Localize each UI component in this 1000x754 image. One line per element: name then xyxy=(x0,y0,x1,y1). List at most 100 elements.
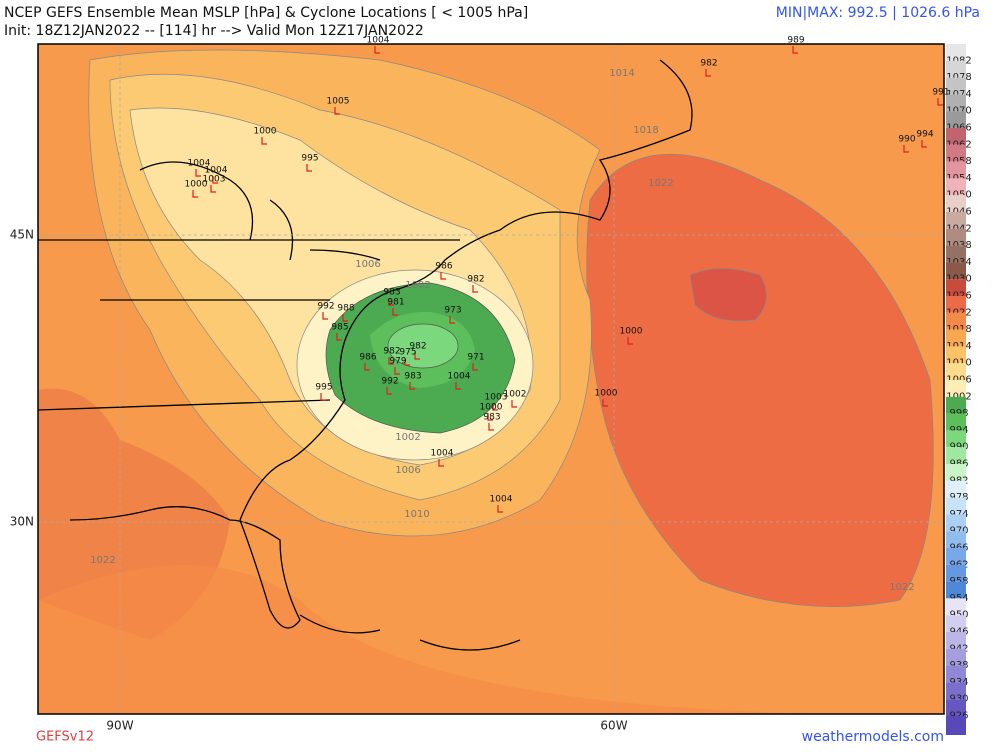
colorbar-cell xyxy=(946,195,966,212)
cyclone-label: 995 xyxy=(301,154,318,164)
cyclone-label: 1004 xyxy=(448,372,471,382)
contour-label: 1022 xyxy=(889,582,914,593)
cyclone-label: 1004 xyxy=(367,36,390,46)
contour-label: 1002 xyxy=(395,432,420,443)
colorbar-cell xyxy=(946,60,966,78)
colorbar-cell xyxy=(946,212,966,229)
colorbar-cell xyxy=(946,178,966,196)
cyclone-label: 971 xyxy=(467,353,484,363)
colorbar-cell xyxy=(946,111,966,128)
cyclone-label: 1004 xyxy=(490,495,513,505)
colorbar-cell xyxy=(946,363,966,380)
contour-label: 1002 xyxy=(405,280,430,291)
lon-label: 60W xyxy=(600,719,627,733)
colorbar-cell xyxy=(946,447,966,464)
cyclone-label: 1000 xyxy=(595,389,618,399)
cyclone-label: 992 xyxy=(317,302,334,312)
cyclone-marker xyxy=(792,46,798,54)
cyclone-marker xyxy=(409,382,415,390)
lon-label: 90W xyxy=(106,719,133,733)
cyclone-label: 983 xyxy=(483,413,500,423)
cyclone-marker xyxy=(320,393,326,401)
cyclone-label: 990 xyxy=(898,135,915,145)
cyclone-marker xyxy=(492,403,498,411)
cyclone-marker xyxy=(388,357,394,365)
cyclone-label: 982 xyxy=(409,342,426,352)
subtitle: Init: 18Z12JAN2022 -- [114] hr --> Valid… xyxy=(4,23,424,39)
contour-label: 1014 xyxy=(609,68,634,79)
colorbar-cell xyxy=(946,665,966,683)
cyclone-marker xyxy=(449,316,455,324)
colorbar-cell xyxy=(946,682,966,700)
colorbar-cell xyxy=(946,128,966,145)
colorbar-cell xyxy=(946,531,966,548)
colorbar-cell xyxy=(946,581,966,599)
colorbar-cell xyxy=(946,548,966,565)
colorbar-cell xyxy=(946,598,966,616)
cyclone-marker xyxy=(903,145,909,153)
cyclone-label: 1004 xyxy=(205,166,228,176)
cyclone-label: 1000 xyxy=(620,327,643,337)
site-label: weathermodels.com xyxy=(802,729,944,745)
cyclone-label: 991 xyxy=(932,88,949,98)
colorbar-cell xyxy=(946,413,966,431)
contour-label: 1022 xyxy=(90,555,115,566)
cyclone-label: 1003 xyxy=(203,175,226,185)
cyclone-label: 1000 xyxy=(480,403,503,413)
cyclone-marker xyxy=(195,169,201,177)
cyclone-marker xyxy=(937,98,943,106)
cyclone-marker xyxy=(455,382,461,390)
colorbar-cell xyxy=(946,699,966,716)
contour-label: 1018 xyxy=(633,125,658,136)
cyclone-marker xyxy=(334,107,340,115)
colorbar-cell xyxy=(946,161,966,179)
cyclone-marker xyxy=(336,333,342,341)
colorbar-cell xyxy=(946,632,966,649)
contour-label: 1010 xyxy=(404,509,429,520)
cyclone-label: 994 xyxy=(916,130,933,140)
colorbar-cell xyxy=(946,346,966,364)
colorbar-cell xyxy=(946,296,966,313)
colorbar-cell xyxy=(946,430,966,448)
cyclone-marker xyxy=(414,352,420,360)
colorbar-cell xyxy=(946,329,966,347)
cyclone-marker xyxy=(511,400,517,408)
cyclone-label: 1004 xyxy=(188,159,211,169)
colorbar-cell-end xyxy=(946,716,966,735)
cyclone-label: 1000 xyxy=(185,180,208,190)
contour-label: 1006 xyxy=(355,259,380,270)
colorbar-cell xyxy=(946,497,966,515)
colorbar-cell xyxy=(946,464,966,481)
cyclone-marker xyxy=(374,46,380,54)
cyclone-marker xyxy=(394,367,400,375)
cyclone-marker xyxy=(306,164,312,172)
cyclone-marker xyxy=(364,363,370,371)
cyclone-marker xyxy=(472,285,478,293)
cyclone-marker xyxy=(404,358,410,366)
cyclone-label: 975 xyxy=(399,348,416,358)
cyclone-marker xyxy=(921,140,927,148)
cyclone-marker xyxy=(392,308,398,316)
cyclone-marker xyxy=(192,190,198,198)
cyclone-marker xyxy=(388,298,394,306)
cyclone-label: 983 xyxy=(404,372,421,382)
cyclone-marker xyxy=(212,176,218,184)
cyclone-marker xyxy=(322,312,328,320)
colorbar-cell xyxy=(946,514,966,532)
colorbar-cell xyxy=(946,648,966,666)
title: NCEP GEFS Ensemble Mean MSLP [hPa] & Cyc… xyxy=(4,5,528,21)
cyclone-marker xyxy=(386,387,392,395)
cyclone-marker xyxy=(472,363,478,371)
cyclone-marker xyxy=(602,399,608,407)
map-frame xyxy=(37,43,945,715)
cyclone-label: 1003 xyxy=(485,393,508,403)
colorbar-cell xyxy=(946,94,966,112)
cyclone-label: 979 xyxy=(389,357,406,367)
cyclone-label: 989 xyxy=(787,36,804,46)
cyclone-marker xyxy=(438,459,444,467)
colorbar-cell xyxy=(946,77,966,95)
cyclone-label: 986 xyxy=(359,353,376,363)
colorbar-cell xyxy=(946,262,966,280)
cyclone-label: 986 xyxy=(435,262,452,272)
